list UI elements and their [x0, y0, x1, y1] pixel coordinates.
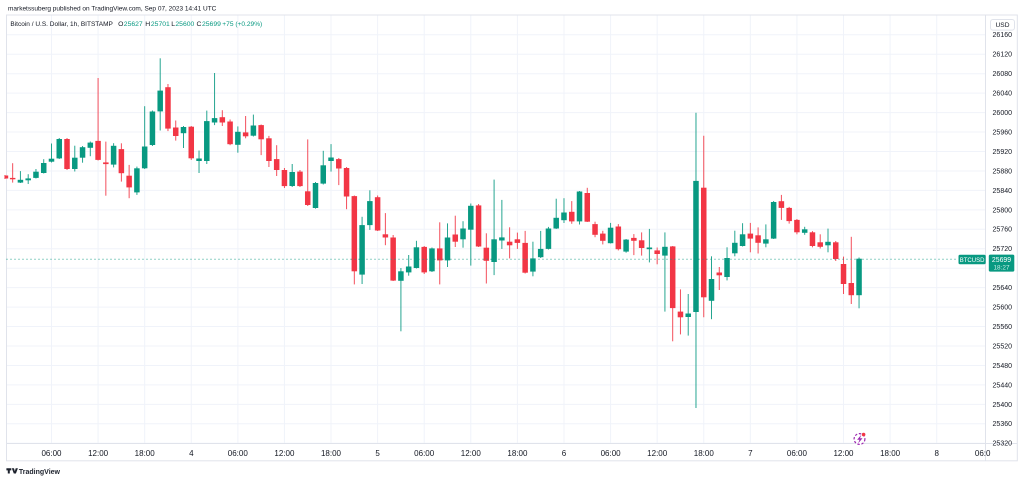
svg-text:26040: 26040 — [993, 91, 1013, 98]
svg-text:06:00: 06:00 — [601, 449, 622, 458]
svg-text:L: L — [171, 21, 175, 28]
svg-text:8: 8 — [934, 449, 939, 458]
svg-text:18:00: 18:00 — [694, 449, 715, 458]
svg-text:06:0: 06:0 — [975, 449, 991, 458]
svg-text:06:00: 06:00 — [414, 449, 435, 458]
svg-text:marketssuberg published on Tra: marketssuberg published on TradingView.c… — [8, 5, 217, 12]
svg-text:+75 (+0.29%): +75 (+0.29%) — [222, 21, 262, 28]
svg-text:06:00: 06:00 — [41, 449, 62, 458]
svg-text:25960: 25960 — [993, 129, 1013, 136]
svg-text:18:00: 18:00 — [507, 449, 528, 458]
svg-text:25400: 25400 — [993, 402, 1013, 409]
svg-text:BTCUSD: BTCUSD — [960, 258, 985, 264]
svg-text:18:00: 18:00 — [321, 449, 342, 458]
svg-text:25760: 25760 — [993, 227, 1013, 234]
svg-text:12:00: 12:00 — [833, 449, 854, 458]
svg-text:26080: 26080 — [993, 71, 1013, 78]
svg-text:25560: 25560 — [993, 324, 1013, 331]
svg-text:25699: 25699 — [202, 21, 221, 28]
svg-text:25840: 25840 — [993, 188, 1013, 195]
svg-text:25520: 25520 — [993, 343, 1013, 350]
svg-text:18:00: 18:00 — [880, 449, 901, 458]
svg-text:12:00: 12:00 — [461, 449, 482, 458]
svg-text:26120: 26120 — [993, 52, 1013, 59]
svg-text:25701: 25701 — [151, 21, 170, 28]
svg-text:25600: 25600 — [175, 21, 194, 28]
svg-text:O: O — [118, 21, 123, 28]
svg-text:25360: 25360 — [993, 421, 1013, 428]
svg-text:18:27: 18:27 — [994, 265, 1010, 272]
svg-text:25699: 25699 — [992, 257, 1011, 264]
svg-text:25627: 25627 — [124, 21, 143, 28]
svg-text:18:00: 18:00 — [135, 449, 156, 458]
svg-text:06:00: 06:00 — [228, 449, 249, 458]
svg-text:25920: 25920 — [993, 149, 1013, 156]
svg-text:TradingView: TradingView — [19, 469, 61, 476]
svg-text:25600: 25600 — [993, 305, 1013, 312]
svg-text:25440: 25440 — [993, 382, 1013, 389]
svg-text:7: 7 — [748, 449, 753, 458]
svg-text:25880: 25880 — [993, 168, 1013, 175]
svg-text:26000: 26000 — [993, 110, 1013, 117]
svg-text:USD: USD — [996, 22, 1010, 29]
svg-text:12:00: 12:00 — [88, 449, 109, 458]
svg-text:25720: 25720 — [993, 246, 1013, 253]
svg-text:4: 4 — [189, 449, 194, 458]
svg-text:H: H — [145, 21, 150, 28]
svg-text:5: 5 — [375, 449, 380, 458]
svg-text:25480: 25480 — [993, 363, 1013, 370]
svg-text:6: 6 — [562, 449, 567, 458]
svg-text:25640: 25640 — [993, 285, 1013, 292]
svg-text:C: C — [197, 21, 202, 28]
svg-text:06:00: 06:00 — [787, 449, 808, 458]
svg-text:26160: 26160 — [993, 32, 1013, 39]
svg-text:Bitcoin / U.S. Dollar, 1h, BIT: Bitcoin / U.S. Dollar, 1h, BITSTAMP — [10, 21, 112, 28]
svg-text:25800: 25800 — [993, 207, 1013, 214]
svg-text:12:00: 12:00 — [274, 449, 295, 458]
svg-text:12:00: 12:00 — [647, 449, 668, 458]
svg-text:25320: 25320 — [993, 441, 1013, 448]
